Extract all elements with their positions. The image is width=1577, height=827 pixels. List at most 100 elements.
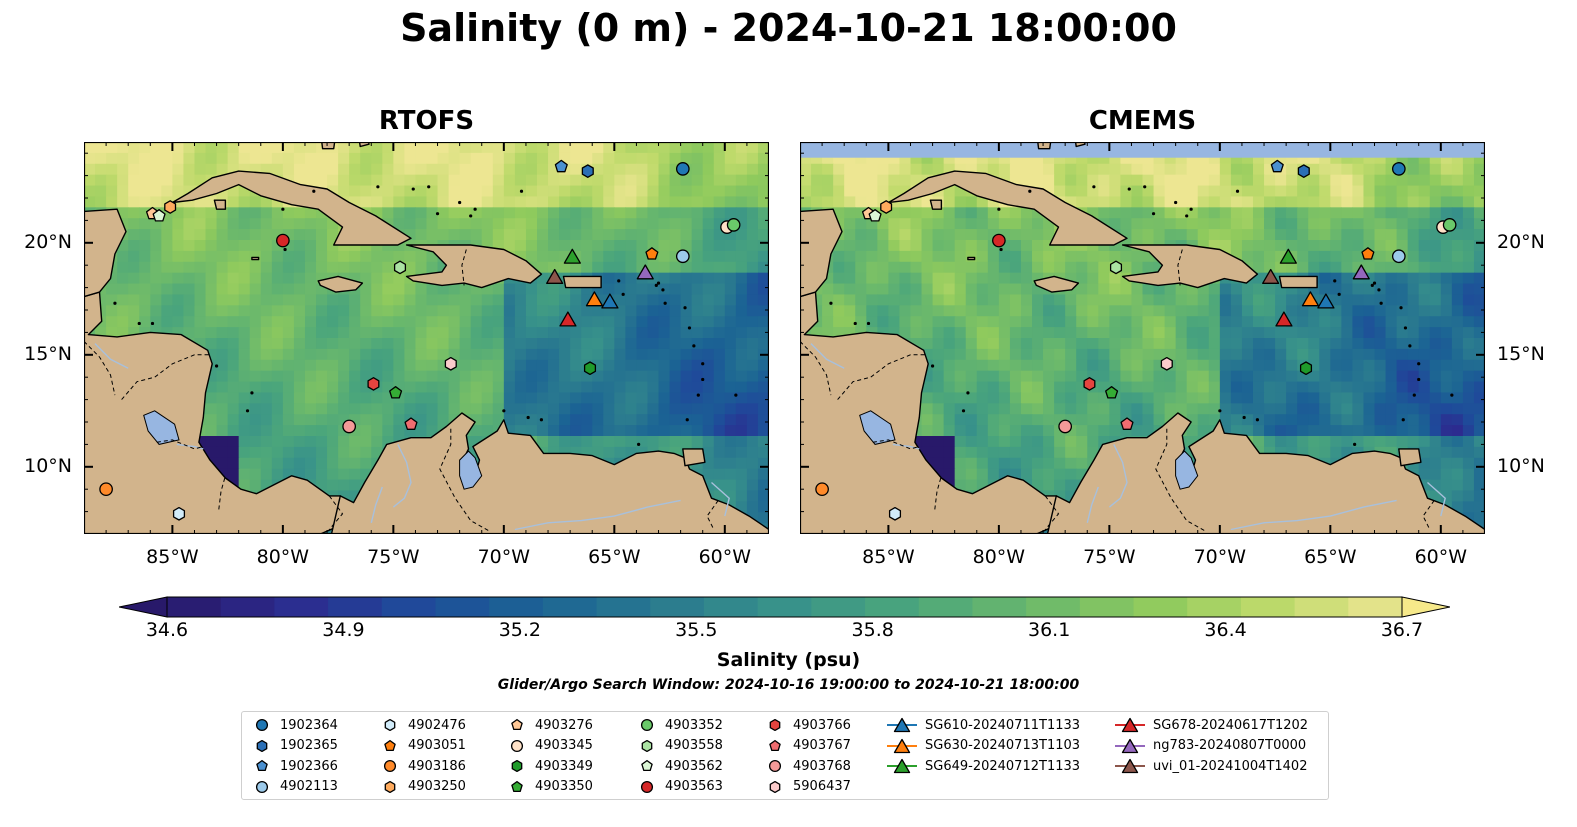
legend-item: SG610-20240711T1133 xyxy=(887,715,1080,735)
colorbar-tick-label: 36.4 xyxy=(1204,619,1247,641)
panel-title-cmems: CMEMS xyxy=(1088,106,1197,136)
marker-4903350 xyxy=(1105,386,1119,399)
legend-marker xyxy=(893,758,911,774)
islet xyxy=(866,321,871,326)
legend-marker xyxy=(255,780,269,793)
legend-item: 4903350 xyxy=(507,777,593,797)
platform-markers xyxy=(815,159,1457,521)
legend-marker-pentagon-icon xyxy=(769,739,781,751)
country-border xyxy=(837,354,926,400)
x-tick-label: 65°W xyxy=(1304,546,1357,568)
legend-item: 4903349 xyxy=(507,756,593,776)
islet xyxy=(1255,418,1260,422)
legend-marker xyxy=(1121,758,1139,774)
legend-marker-pentagon-icon xyxy=(511,780,523,792)
legend-label: 1902366 xyxy=(280,758,338,774)
islet xyxy=(1242,415,1246,420)
colorbar-segment xyxy=(650,597,705,617)
country-border xyxy=(872,439,920,450)
colorbar-segment xyxy=(381,597,437,617)
legend-item: 4903276 xyxy=(507,715,593,735)
river xyxy=(1230,499,1397,531)
colorbar-segment xyxy=(1133,597,1189,617)
country-border xyxy=(1422,500,1435,530)
search-window-note: Glider/Argo Search Window: 2024-10-16 19… xyxy=(497,677,1080,693)
river xyxy=(514,499,681,531)
marker-SG630-20240713T1103 xyxy=(585,291,604,307)
marker-4903558 xyxy=(393,260,407,275)
country-border xyxy=(934,475,942,510)
x-tick-label: 75°W xyxy=(1083,546,1136,568)
colorbar-segment xyxy=(1187,597,1242,617)
y-tick-label: 10°N xyxy=(24,454,72,477)
marker-5906437 xyxy=(1160,356,1173,371)
islet xyxy=(683,306,687,310)
legend-marker xyxy=(768,759,782,773)
legend-marker xyxy=(1121,738,1139,753)
legend-marker-pentagon-icon xyxy=(511,718,523,731)
legend-item: 4902113 xyxy=(252,777,338,797)
country-border xyxy=(439,428,491,533)
country-border xyxy=(328,495,344,530)
marker-4903250 xyxy=(164,200,177,214)
colorbar-extend-max xyxy=(1401,596,1450,618)
islet xyxy=(245,409,250,413)
legend-marker-pentagon-icon xyxy=(384,739,396,751)
legend-marker xyxy=(641,759,653,772)
x-tick-label: 85°W xyxy=(862,546,915,568)
landmass-southAmerica xyxy=(330,412,769,534)
islet xyxy=(539,418,544,422)
islet xyxy=(469,214,473,218)
islet xyxy=(502,409,506,413)
map-panel-rtofs xyxy=(84,142,769,534)
marker-4903766 xyxy=(1083,377,1096,391)
islet xyxy=(435,212,440,216)
colorbar-segment xyxy=(489,597,544,617)
lake xyxy=(459,450,483,490)
river xyxy=(1108,444,1128,508)
legend-marker xyxy=(769,739,781,751)
platform-legend: 1902364 1902365 1902366 4902113 4902476 49030… xyxy=(241,711,1329,800)
x-tick-label: 80°W xyxy=(256,546,310,568)
map-panel-cmems xyxy=(800,142,1485,534)
colorbar-segment xyxy=(220,597,276,617)
islet xyxy=(312,189,316,193)
panel-title-rtofs: RTOFS xyxy=(378,106,475,136)
islet xyxy=(1379,301,1383,305)
islet xyxy=(1370,283,1374,287)
marker-SG610-20240711T1133 xyxy=(1317,293,1335,309)
marker-1902364 xyxy=(1391,162,1406,176)
landmass-cuba xyxy=(887,170,1128,246)
marker-4903186 xyxy=(815,482,829,497)
legend-marker xyxy=(256,759,268,772)
legend-marker-circle-icon xyxy=(640,780,654,793)
marker-4903767 xyxy=(404,417,418,430)
legend-marker xyxy=(384,780,396,793)
landmass-isleYouth xyxy=(213,199,227,210)
islet xyxy=(1185,214,1189,218)
colorbar-tick-label: 34.9 xyxy=(322,619,365,641)
axes-frame xyxy=(84,142,769,534)
islet xyxy=(1450,393,1454,397)
landmass-trinidad xyxy=(1398,448,1422,467)
marker-4902476 xyxy=(172,506,186,521)
legend-item: 4903767 xyxy=(765,736,851,756)
y-tick-label: 10°N xyxy=(1497,454,1545,477)
country-border xyxy=(156,439,204,450)
land xyxy=(800,142,1485,534)
islet xyxy=(250,391,254,395)
islet xyxy=(519,189,524,193)
islet xyxy=(1028,189,1032,193)
islet xyxy=(1092,185,1096,189)
legend-item: 4903352 xyxy=(637,715,723,735)
marker-4903562 xyxy=(152,209,166,222)
legend-marker-triangle-icon xyxy=(1115,738,1145,753)
legend-marker-triangle-icon xyxy=(1115,717,1145,733)
landmass-hispaniola xyxy=(405,244,543,289)
landmass-jamaica xyxy=(317,275,364,293)
islet xyxy=(1235,189,1240,193)
legend-marker xyxy=(893,717,911,733)
legend-label: 4903767 xyxy=(793,738,851,753)
legend-marker-hexagon-icon xyxy=(511,759,523,773)
islet xyxy=(961,409,966,413)
